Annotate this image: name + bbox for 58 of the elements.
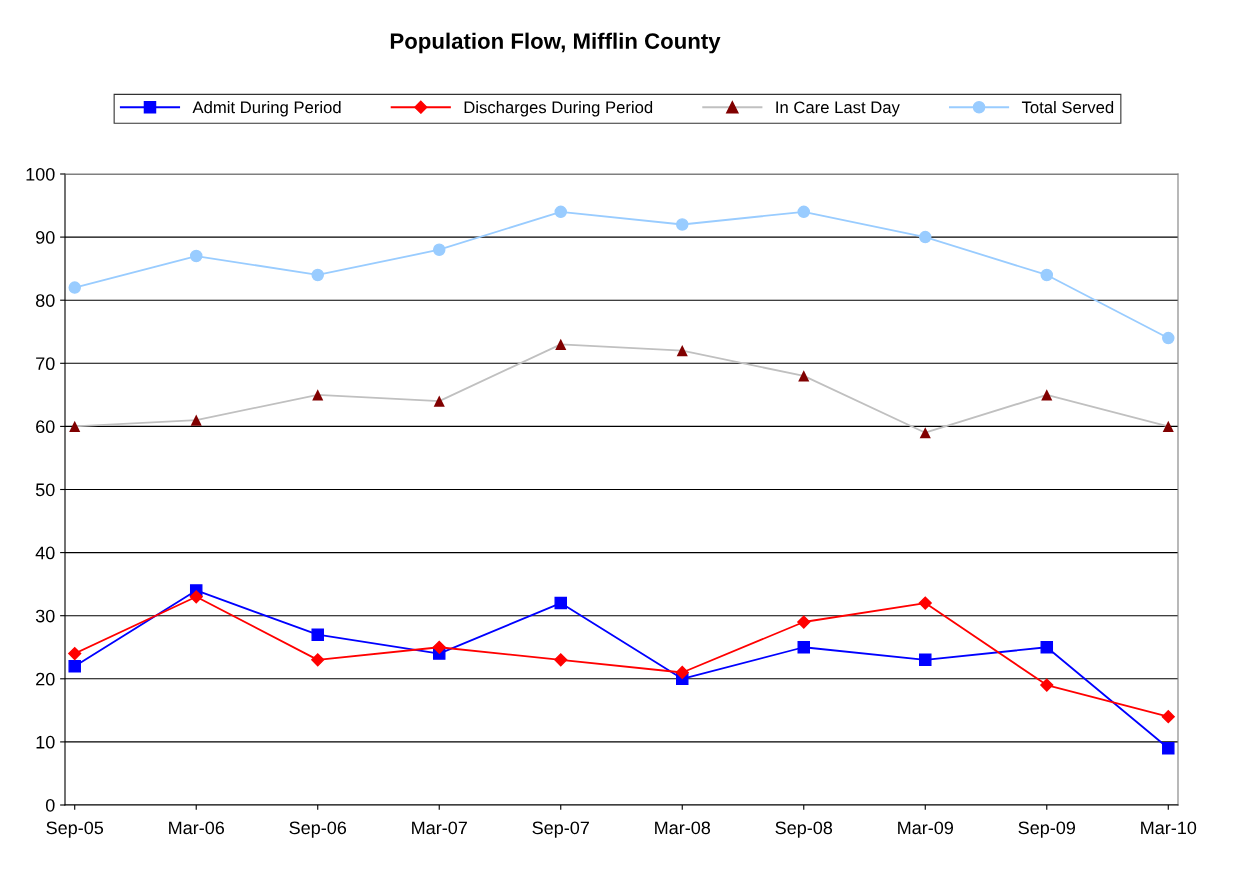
point <box>676 218 689 231</box>
point <box>1040 268 1054 282</box>
x-tick-label: Mar-09 <box>898 821 954 835</box>
point <box>1161 710 1175 724</box>
x-tick-label: Mar-07 <box>412 821 467 835</box>
point <box>918 596 932 610</box>
point <box>797 205 811 219</box>
point <box>189 249 203 263</box>
point <box>797 640 811 654</box>
point <box>68 281 81 294</box>
legend-label: Discharges During Period <box>464 101 653 117</box>
point <box>311 268 324 282</box>
point <box>311 653 325 667</box>
legend-label: In Care Last Day <box>776 101 900 117</box>
point <box>433 395 445 407</box>
y-tick-label: 50 <box>35 483 55 497</box>
point <box>1162 420 1174 432</box>
point <box>190 414 202 426</box>
x-tick-label: Mar-08 <box>655 821 711 835</box>
y-tick-label: 100 <box>26 167 55 181</box>
point <box>554 205 567 219</box>
point <box>432 243 446 256</box>
y-tick-label: 80 <box>35 294 55 307</box>
point <box>1040 640 1054 654</box>
point <box>919 653 932 667</box>
point <box>68 659 81 673</box>
y-tick-label: 70 <box>36 357 55 371</box>
point <box>432 640 446 654</box>
legend-label: Total Served <box>1021 101 1114 114</box>
x-tick-label: Sep-09 <box>1018 821 1076 838</box>
point <box>1040 678 1054 692</box>
x-tick-label: Sep-07 <box>532 821 589 838</box>
x-tick-label: Sep-05 <box>46 821 104 838</box>
y-tick-label: 20 <box>36 672 55 686</box>
x-tick-label: Mar-10 <box>1141 821 1197 835</box>
y-tick-label: 10 <box>36 735 55 749</box>
point <box>189 590 203 604</box>
point <box>675 665 689 680</box>
point <box>554 596 567 610</box>
y-tick-label: 90 <box>36 231 55 244</box>
x-tick-label: Sep-06 <box>289 821 347 838</box>
point <box>1162 331 1175 345</box>
y-tick-label: 0 <box>45 798 55 812</box>
x-tick-label: Mar-06 <box>169 821 225 835</box>
y-tick-label: 40 <box>35 546 55 560</box>
point <box>68 646 82 661</box>
x-tick-label: Sep-08 <box>775 821 833 838</box>
chart-title: Population Flow, Mifflin County <box>390 32 721 54</box>
point <box>919 230 932 244</box>
point <box>554 653 568 667</box>
point <box>797 615 811 629</box>
point <box>555 338 567 350</box>
point <box>69 420 81 432</box>
point <box>311 628 324 641</box>
y-tick-label: 30 <box>35 609 55 623</box>
legend-label: Admit During Period <box>192 101 341 117</box>
y-tick-label: 60 <box>36 420 55 434</box>
point <box>1162 741 1175 755</box>
